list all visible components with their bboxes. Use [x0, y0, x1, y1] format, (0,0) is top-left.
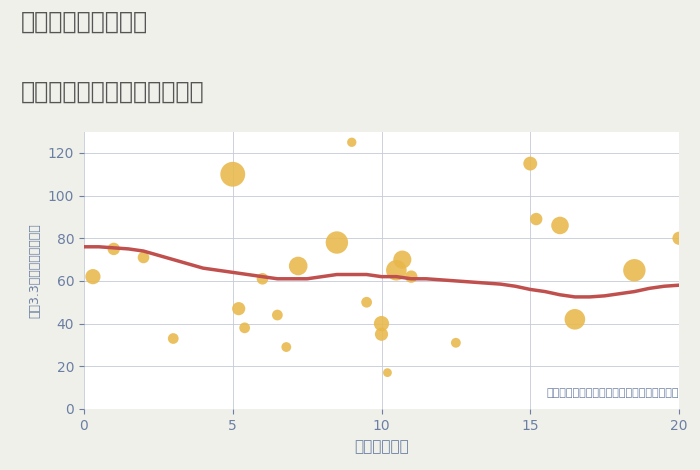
- Point: [331, 239, 342, 246]
- Point: [168, 335, 179, 342]
- Text: 三重県伊賀市千歳の: 三重県伊賀市千歳の: [21, 9, 148, 33]
- Point: [569, 315, 580, 323]
- Text: 円の大きさは、取引のあった物件面積を示す: 円の大きさは、取引のあった物件面積を示す: [547, 388, 679, 398]
- Point: [281, 343, 292, 351]
- Point: [391, 266, 402, 274]
- Point: [629, 266, 640, 274]
- Point: [673, 235, 685, 242]
- Y-axis label: 坪（3.3㎡）単価（万円）: 坪（3.3㎡）単価（万円）: [28, 223, 41, 318]
- Point: [88, 273, 99, 281]
- Text: 駅距離別中古マンション価格: 駅距離別中古マンション価格: [21, 80, 204, 104]
- Point: [239, 324, 251, 332]
- Point: [361, 298, 372, 306]
- Point: [531, 215, 542, 223]
- Point: [293, 262, 304, 270]
- Point: [108, 245, 119, 253]
- Point: [525, 160, 536, 167]
- Point: [227, 171, 238, 178]
- Point: [376, 320, 387, 327]
- Point: [346, 139, 357, 146]
- Point: [397, 256, 408, 263]
- Point: [382, 369, 393, 376]
- X-axis label: 駅距離（分）: 駅距離（分）: [354, 439, 409, 454]
- Point: [450, 339, 461, 346]
- Point: [138, 254, 149, 261]
- Point: [406, 273, 417, 281]
- Point: [376, 330, 387, 338]
- Point: [257, 275, 268, 282]
- Point: [554, 222, 566, 229]
- Point: [272, 311, 283, 319]
- Point: [233, 305, 244, 313]
